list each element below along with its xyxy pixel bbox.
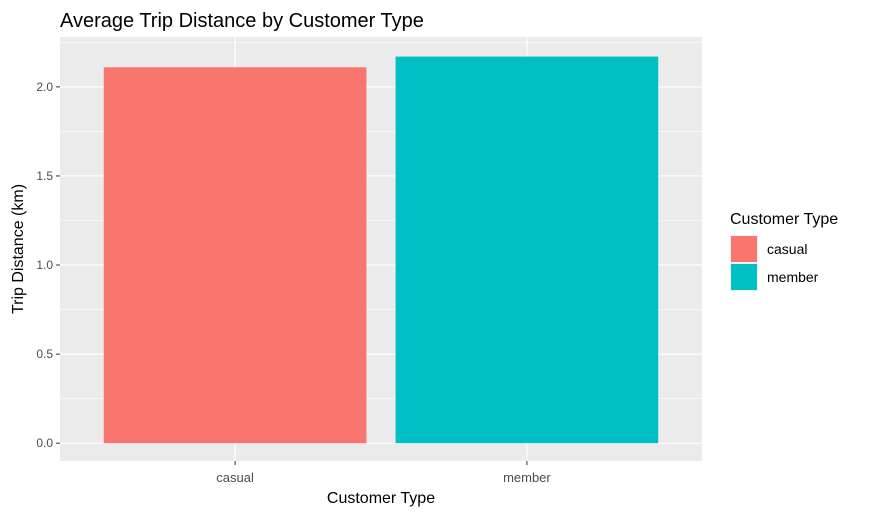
y-tick-label: 0.0 — [36, 436, 53, 450]
y-tick-label: 1.5 — [36, 169, 53, 183]
legend-swatch-casual — [731, 236, 757, 262]
legend-label-casual: casual — [767, 241, 807, 257]
legend-label-member: member — [767, 269, 819, 285]
y-tick-label: 0.5 — [36, 347, 53, 361]
y-tick-label: 1.0 — [36, 258, 53, 272]
legend-title: Customer Type — [730, 211, 838, 228]
x-axis-ticks: casual member — [216, 461, 551, 485]
bar-member — [395, 56, 659, 444]
legend-items: casual member — [730, 235, 819, 291]
y-tick-label: 2.0 — [36, 80, 53, 94]
y-axis-ticks: 0.0 0.5 1.0 1.5 2.0 — [36, 80, 60, 450]
bar-casual — [103, 67, 367, 444]
x-tick-label: member — [503, 470, 551, 485]
chart-title: Average Trip Distance by Customer Type — [60, 10, 424, 32]
x-tick-label: casual — [216, 470, 254, 485]
bars — [103, 56, 659, 444]
legend-swatch-member — [731, 264, 757, 290]
legend: Customer Type casual member — [730, 211, 838, 291]
y-axis-title: Trip Distance (km) — [10, 184, 27, 314]
x-axis-title: Customer Type — [327, 490, 435, 507]
